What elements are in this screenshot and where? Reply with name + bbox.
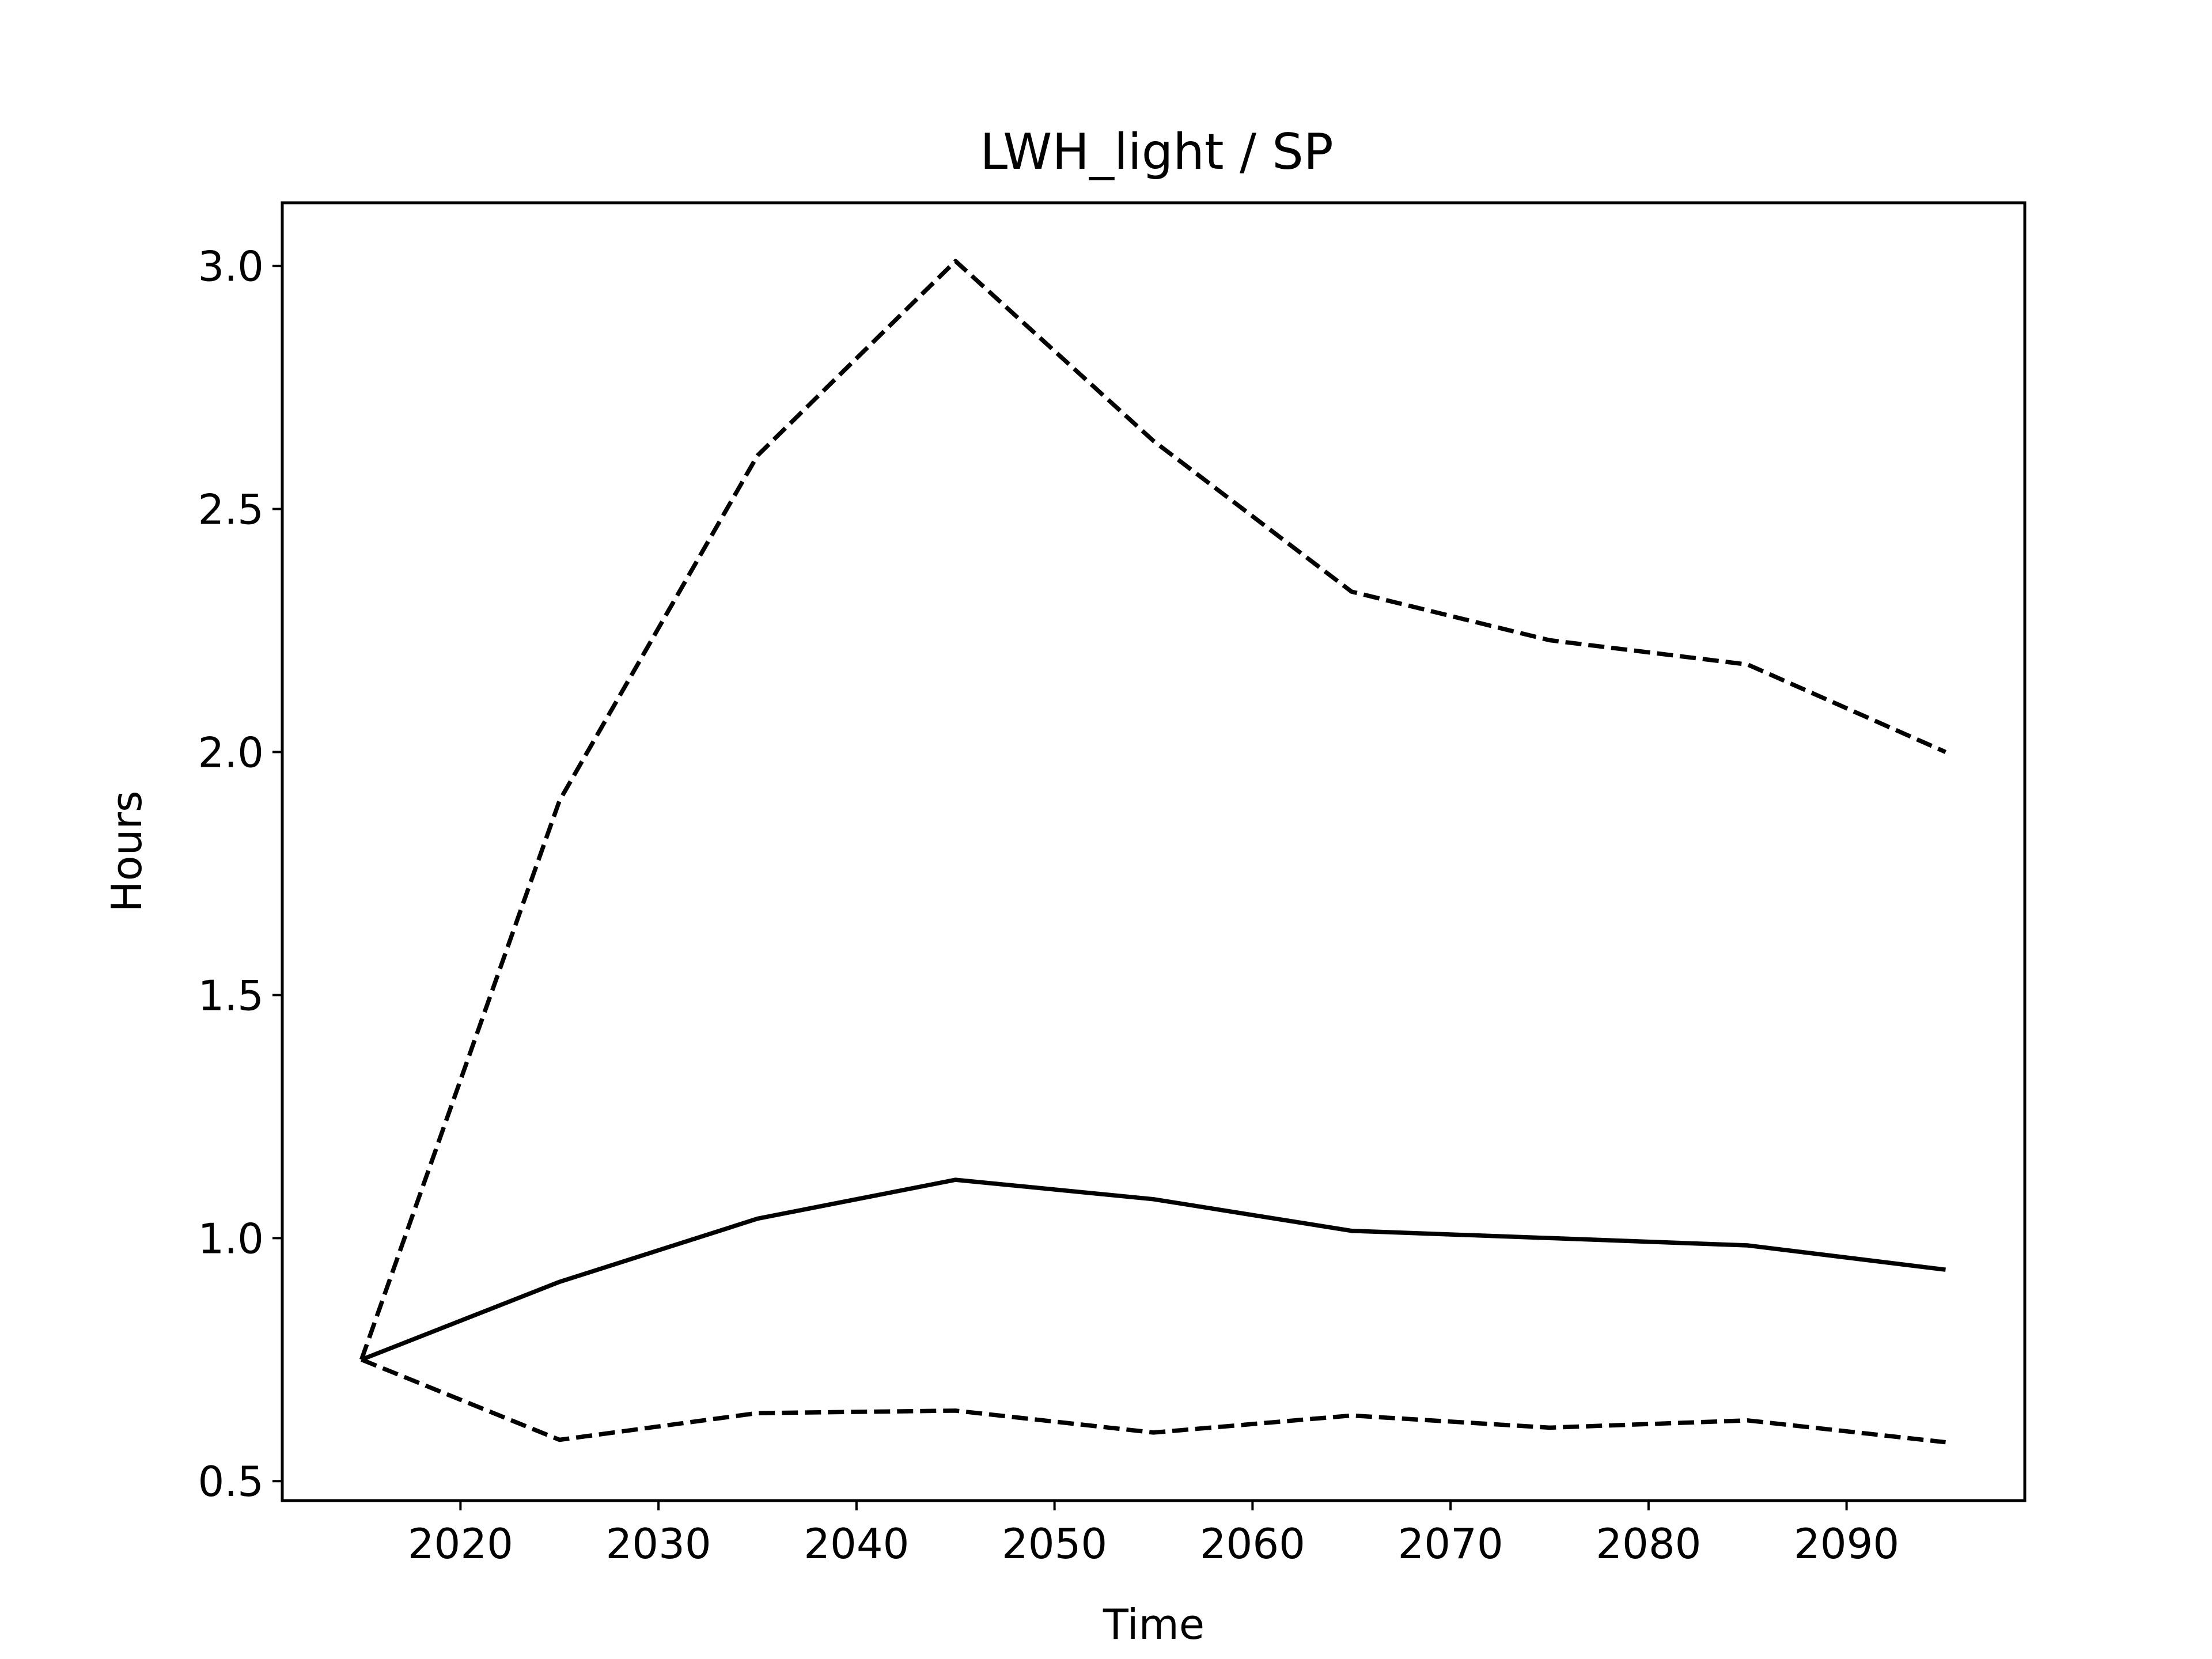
plot-area (359, 259, 1947, 1445)
y-tick-label: 0.5 (198, 1457, 264, 1506)
x-tick-label: 2050 (1002, 1520, 1107, 1568)
y-tick-label: 1.5 (198, 971, 264, 1020)
series-line-3 (361, 1357, 1946, 1445)
plot-frame (281, 201, 2027, 1502)
series-line-2 (359, 259, 1947, 1361)
y-tick-label: 1.0 (198, 1214, 264, 1263)
y-tick-label: 2.5 (198, 486, 264, 534)
x-tick-label: 2040 (804, 1520, 909, 1568)
x-tick-label: 2030 (606, 1520, 711, 1568)
series-line-1 (361, 1177, 1946, 1362)
x-tick-label: 2080 (1596, 1520, 1701, 1568)
x-tick-label: 2060 (1200, 1520, 1305, 1568)
x-tick-label: 2020 (408, 1520, 513, 1568)
y-tick-label: 2.0 (198, 729, 264, 777)
y-tick-label: 3.0 (198, 243, 264, 291)
x-tick-label: 2070 (1398, 1520, 1503, 1568)
x-axis-label: Time (1103, 1600, 1205, 1649)
y-axis-label: Hours (103, 791, 151, 912)
x-tick-label: 2090 (1794, 1520, 1899, 1568)
chart-title: LWH_light / SP (980, 123, 1333, 181)
